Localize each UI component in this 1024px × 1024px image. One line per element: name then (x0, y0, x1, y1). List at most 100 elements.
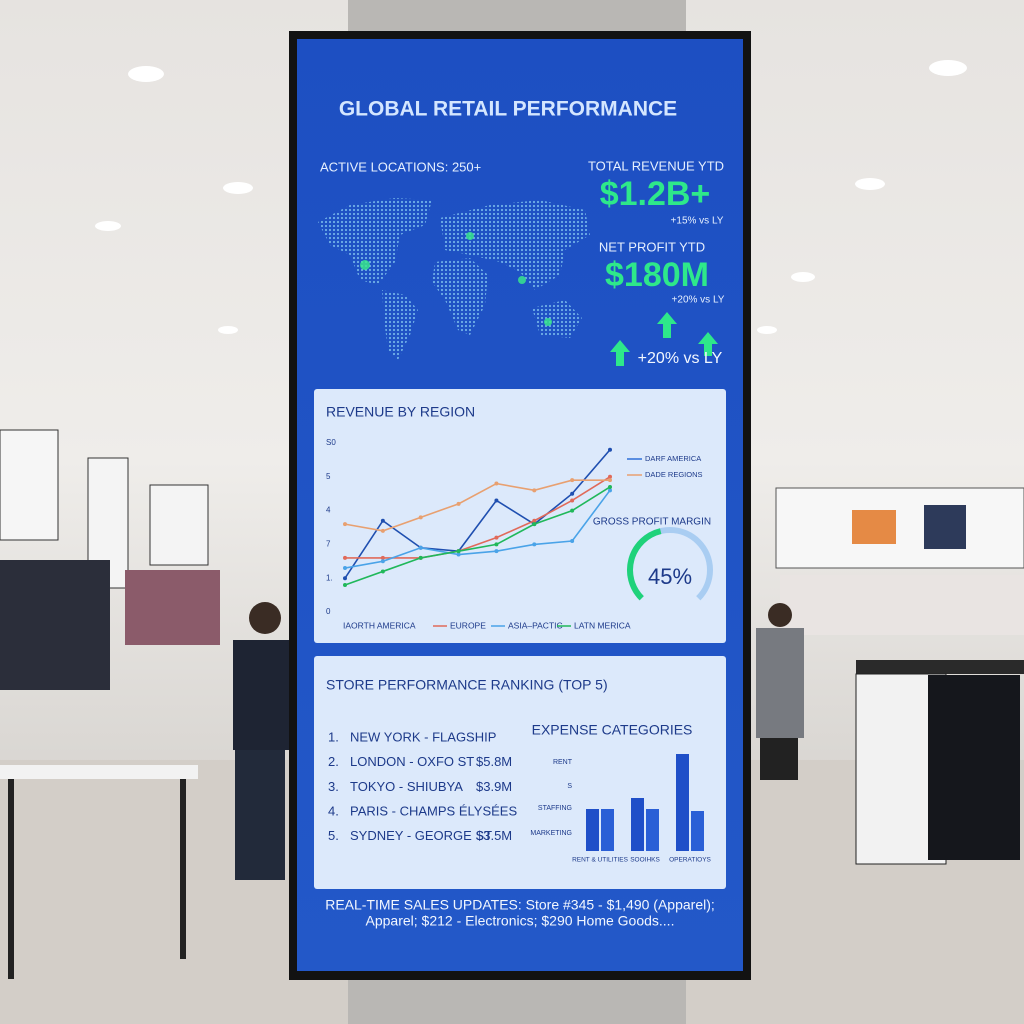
point (380, 569, 385, 574)
point (608, 447, 612, 452)
point (456, 549, 461, 554)
rank-number: 5. (328, 828, 339, 843)
point (532, 488, 537, 493)
point (570, 491, 575, 496)
ticker-text: REAL-TIME SALES UPDATES: Store #345 - $1… (325, 897, 715, 913)
point (570, 498, 575, 503)
bar (691, 811, 704, 851)
rank-number: 1. (328, 729, 339, 744)
bar (646, 809, 659, 851)
point (494, 481, 499, 486)
series-line (344, 489, 611, 569)
point (608, 474, 612, 479)
point (570, 508, 575, 513)
point (380, 518, 385, 523)
point (608, 488, 612, 493)
kpi-label: NET PROFIT YTD (599, 239, 705, 254)
point (532, 518, 537, 523)
kpi-value: $1.2B+ (600, 175, 711, 213)
store-name: LONDON - OXFO ST (350, 754, 474, 769)
legend-label: LATN MERICA (574, 620, 631, 630)
gauge-value (627, 528, 662, 601)
gauge-label: 45% (648, 564, 692, 589)
kpi-locations: ACTIVE LOCATIONS: 250+ (320, 159, 481, 174)
point (343, 555, 347, 560)
legend-label: IAORTH AMERICA (343, 620, 416, 630)
point (532, 522, 537, 527)
series-line (344, 479, 610, 532)
point (380, 555, 385, 560)
point (418, 515, 423, 520)
point (380, 559, 385, 564)
y-label: 0 (326, 607, 331, 616)
kpi-value: $180M (605, 256, 709, 294)
point (494, 542, 499, 547)
gauge-title: GROSS PROFIT MARGIN (593, 517, 711, 528)
store-name: PARIS - CHAMPS ÉLYSÉES (350, 804, 517, 819)
point (608, 484, 612, 489)
rank-number: 4. (328, 804, 339, 819)
point (494, 549, 499, 554)
bar (601, 809, 614, 851)
kpi-label: TOTAL REVENUE YTD (588, 158, 724, 173)
y-label: 5 (326, 472, 331, 481)
point (343, 576, 347, 581)
x-label: OPERATIOYS (669, 857, 711, 864)
y-label: 1. (326, 573, 333, 582)
left-store (0, 429, 289, 979)
world-map (318, 198, 590, 360)
store-name: SYDNEY - GEORGE ST (350, 828, 492, 843)
y-label: 7 (326, 540, 331, 549)
legend-label: DARF AMERICA (645, 454, 701, 463)
kpi-change: +15% vs LY (671, 216, 724, 227)
store-revenue: $3.5M (476, 828, 512, 843)
chart-title: REVENUE BY REGION (326, 404, 475, 420)
y-label: 4 (326, 506, 331, 515)
growth-arrows (610, 312, 718, 366)
legend-label: ASIA–PACTIC (508, 620, 563, 630)
point (570, 539, 575, 544)
y-label: S0 (326, 438, 336, 447)
kpi-change: +20% vs LY (672, 295, 725, 306)
store-revenue: $5.8M (476, 754, 512, 769)
title: GLOBAL RETAIL PERFORMANCE (339, 98, 677, 121)
right-store (756, 487, 1024, 865)
point (343, 522, 347, 527)
series-line (344, 449, 611, 579)
panel (314, 656, 726, 889)
point (570, 478, 575, 483)
ticker-text: Apparel; $212 - Electronics; $290 Home G… (366, 913, 675, 929)
side-label: RENT (553, 759, 573, 766)
side-label: STAFFING (538, 805, 572, 812)
chart-title: EXPENSE CATEGORIES (532, 722, 693, 738)
x-label: RENT & UTILITIES (572, 857, 629, 864)
point (418, 555, 423, 560)
series-line (345, 476, 611, 559)
point (456, 552, 461, 557)
side-label: MARKETING (530, 830, 572, 837)
legend-label: EUROPE (450, 620, 486, 630)
side-label: S (567, 783, 572, 790)
x-label: SOOIHKS (630, 857, 660, 864)
ranking-title: STORE PERFORMANCE RANKING (TOP 5) (326, 677, 608, 693)
rank-number: 3. (328, 779, 339, 794)
legend-label: DADE REGIONS (645, 470, 703, 479)
point (380, 528, 385, 533)
bar (586, 809, 599, 851)
rank-number: 2. (328, 754, 339, 769)
series-line (344, 486, 611, 586)
point (494, 498, 499, 503)
bar (676, 754, 689, 851)
store-name: TOKYO - SHIUBYA (350, 779, 463, 794)
store-name: NEW YORK - FLAGSHIP (350, 729, 496, 744)
point (456, 501, 461, 506)
point (608, 478, 612, 483)
point (343, 566, 347, 571)
bar (631, 798, 644, 851)
store-revenue: $3.9M (476, 779, 512, 794)
point (532, 542, 537, 547)
point (343, 582, 347, 587)
growth-text: +20% vs LY (638, 350, 723, 367)
